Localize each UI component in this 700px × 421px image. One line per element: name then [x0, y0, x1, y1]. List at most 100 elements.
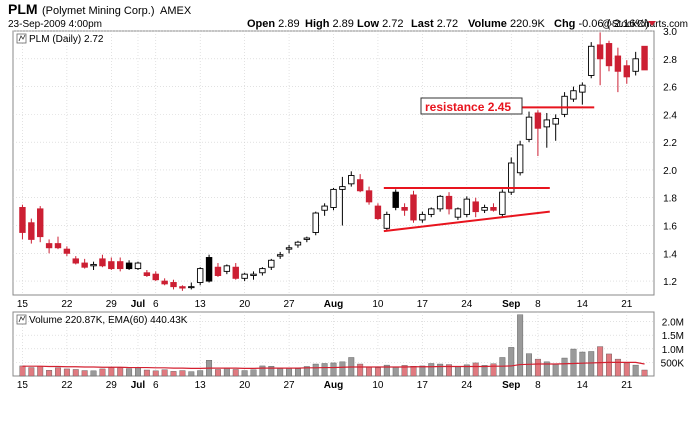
- price-tick-label: 2.6: [663, 83, 677, 94]
- volume-bar: [46, 370, 53, 377]
- volume-bar: [463, 364, 470, 377]
- quote-label: Last: [411, 18, 437, 30]
- candle-body: [294, 241, 302, 246]
- volume-bar: [588, 351, 595, 377]
- volume-bar: [108, 367, 115, 377]
- quote-label: Chg: [554, 18, 578, 30]
- volume-x-tick-label: 14: [577, 380, 589, 391]
- volume-x-tick-label: 29: [106, 380, 118, 391]
- candle: [268, 258, 275, 270]
- volume-bar: [357, 363, 364, 377]
- price-tick-label: 1.8: [663, 194, 677, 205]
- candle-body: [223, 265, 231, 272]
- volume-x-tick-label: 21: [621, 380, 633, 391]
- candle-body: [90, 263, 97, 267]
- volume-bar: [312, 363, 319, 377]
- resistance-annotation: resistance 2.45: [420, 97, 523, 115]
- candle-body: [490, 207, 497, 211]
- candle-body: [356, 179, 364, 192]
- candle-body: [205, 257, 213, 282]
- candle-body: [614, 55, 622, 72]
- candle: [54, 236, 62, 250]
- volume-bar: [294, 368, 301, 377]
- volume-x-tick-label: Sep: [502, 380, 520, 391]
- candle: [508, 157, 515, 195]
- candle: [623, 60, 630, 84]
- quote-value: -0.06 (-2.16%): [578, 18, 648, 30]
- candle: [81, 258, 88, 269]
- candle: [561, 92, 568, 118]
- candle-body: [605, 43, 613, 67]
- trendlines: [383, 106, 595, 233]
- candle-body: [534, 112, 542, 129]
- volume-bar: [241, 370, 248, 377]
- price-tick-label: 2.0: [663, 166, 677, 177]
- volume-bar: [481, 365, 488, 377]
- candle-body: [276, 254, 284, 257]
- candle-body: [116, 261, 124, 270]
- candle: [241, 272, 248, 282]
- candle-body: [436, 195, 444, 210]
- candle: [401, 203, 408, 216]
- volume-bar: [197, 370, 204, 377]
- candle: [330, 188, 337, 211]
- price-tick-label: 1.6: [663, 222, 677, 233]
- candle: [356, 174, 364, 193]
- exchange-name: AMEX: [160, 5, 192, 17]
- candle: [276, 251, 284, 259]
- volume-bar: [28, 367, 35, 377]
- volume-bar: [543, 361, 550, 377]
- volume-bar: [517, 314, 524, 377]
- candle: [312, 211, 319, 236]
- quote-label: Open: [247, 18, 278, 30]
- down-arrow-icon: [648, 21, 656, 26]
- volume-x-tick-label: 8: [535, 380, 541, 391]
- quote-row: Open 2.89 High 2.89 Low 2.72 Last 2.72 Volum…: [247, 18, 649, 30]
- candle-body: [196, 268, 204, 283]
- price-tick-label: 2.4: [663, 110, 677, 121]
- volume-bar: [117, 367, 124, 377]
- volume-bar: [534, 358, 541, 377]
- candle: [614, 47, 622, 93]
- candle: [588, 42, 595, 79]
- candle: [259, 267, 266, 276]
- quote-open: Open 2.89: [247, 18, 300, 30]
- volume-x-tick-label: Jul: [131, 380, 146, 391]
- volume-bar: [339, 361, 346, 377]
- volume-bar: [490, 363, 497, 377]
- candle: [134, 261, 142, 270]
- candle-body: [383, 213, 391, 229]
- candle-body: [285, 247, 293, 250]
- candle: [570, 86, 577, 102]
- candle-body: [241, 273, 248, 279]
- volume-bar: [508, 347, 515, 377]
- quote-label: High: [305, 18, 333, 30]
- candle: [383, 211, 391, 232]
- volume-bar: [330, 362, 337, 377]
- candle: [632, 51, 639, 76]
- candlestick-series: [19, 32, 648, 291]
- price-tick-label: 2.8: [663, 55, 677, 66]
- candle-body: [214, 266, 222, 276]
- candle-body: [179, 286, 186, 289]
- price-x-tick-label: Sep: [502, 299, 520, 310]
- candle: [481, 204, 488, 214]
- candle: [552, 114, 559, 141]
- candle: [579, 82, 586, 105]
- candle-body: [419, 213, 426, 221]
- candle: [214, 263, 222, 277]
- volume-bar: [135, 367, 141, 377]
- candle: [472, 197, 479, 218]
- price-x-tick-label: 6: [153, 299, 159, 310]
- volume-bar: [286, 367, 293, 377]
- quote-value: 2.89: [333, 18, 354, 30]
- candle-body: [45, 243, 53, 249]
- candle-body: [641, 45, 648, 71]
- price-legend-text: PLM (Daily) 2.72: [29, 34, 104, 45]
- candle: [28, 218, 35, 244]
- candle: [374, 203, 382, 220]
- volume-bar: [641, 369, 648, 377]
- candle: [250, 271, 257, 280]
- candle-body: [134, 262, 142, 270]
- candle: [37, 206, 44, 243]
